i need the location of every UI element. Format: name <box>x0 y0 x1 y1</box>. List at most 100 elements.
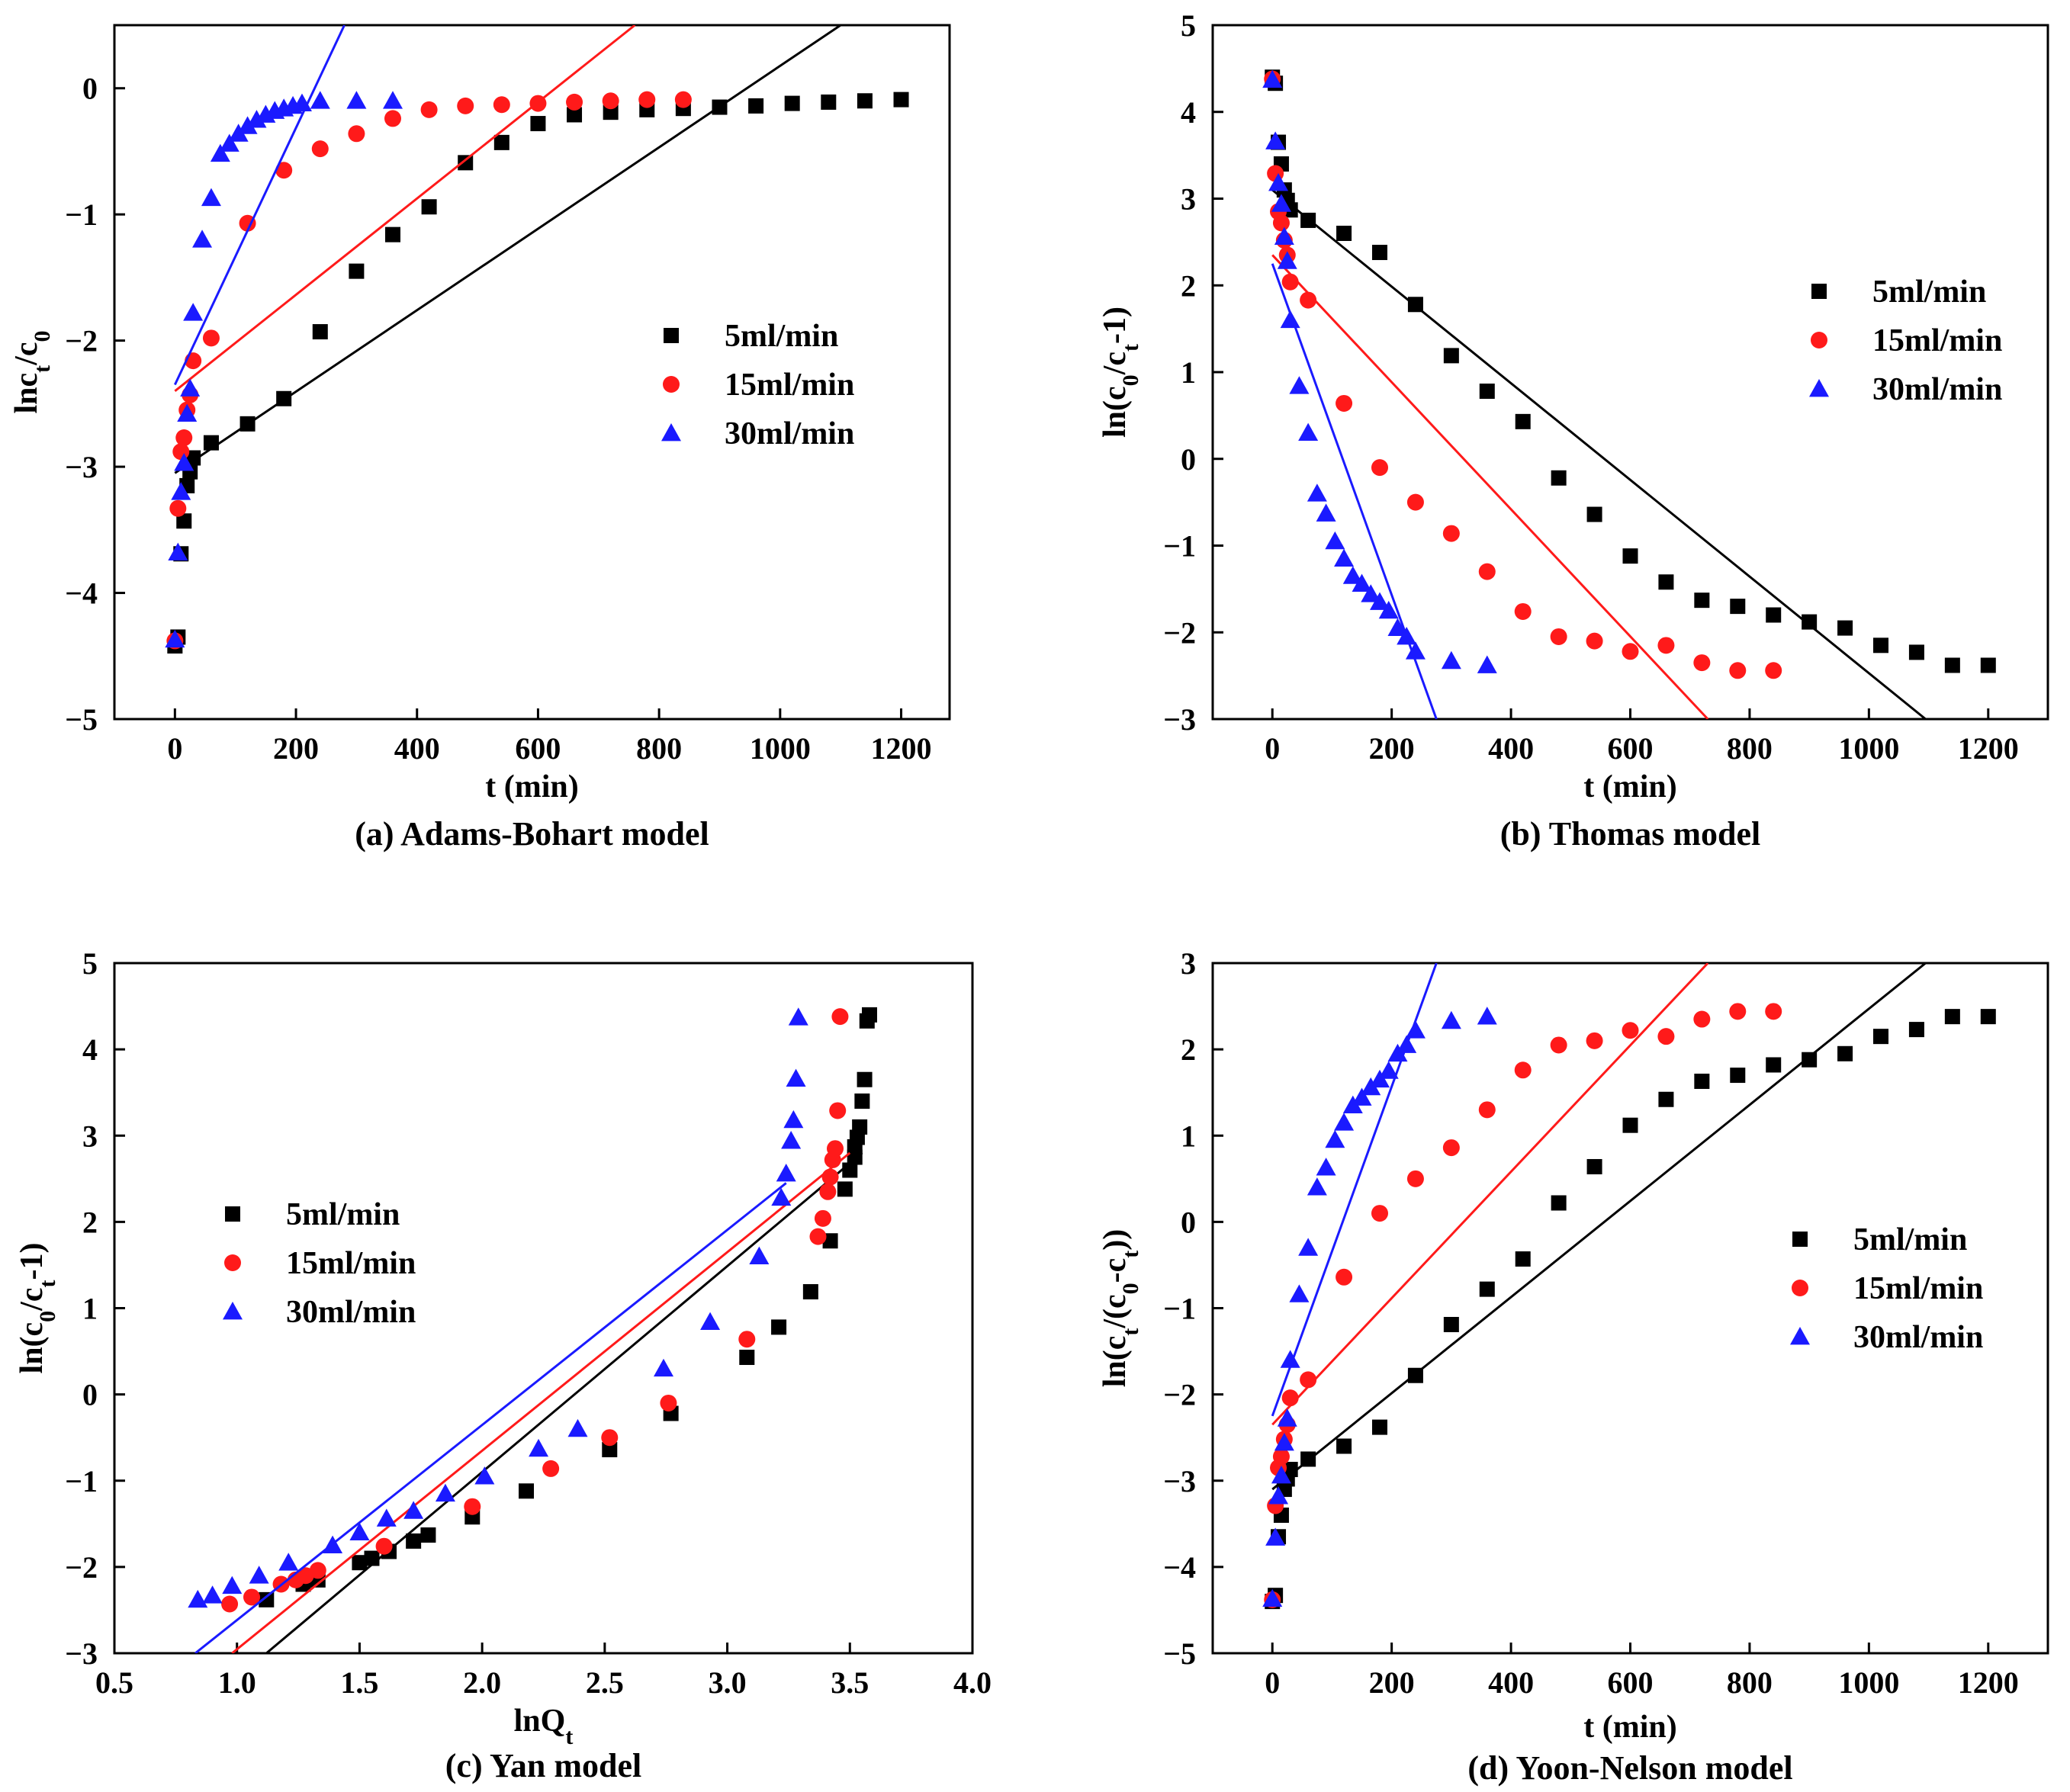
data-point <box>1766 607 1782 623</box>
data-point <box>1307 483 1327 502</box>
data-point <box>1477 655 1497 673</box>
data-point <box>1944 1009 1960 1025</box>
x-axis-title: lnQt <box>514 1704 574 1749</box>
x-tick-label: 3.5 <box>831 1665 869 1700</box>
series-30ml-min <box>165 25 403 648</box>
data-point <box>566 93 583 111</box>
x-tick-label: 0 <box>1265 731 1280 766</box>
data-point <box>403 1501 424 1519</box>
data-point <box>857 93 873 109</box>
y-tick-label: −3 <box>65 450 98 484</box>
data-point <box>421 199 437 215</box>
y-tick-label: −2 <box>65 1550 98 1585</box>
x-axis-title: t (min) <box>485 769 578 804</box>
data-point <box>203 435 219 451</box>
data-point <box>638 91 656 108</box>
data-point <box>529 95 547 112</box>
data-point <box>176 513 192 529</box>
y-tick-label: −1 <box>1163 1292 1196 1326</box>
data-point <box>1730 1068 1746 1084</box>
data-point <box>1371 1205 1388 1222</box>
x-tick-label: 1000 <box>750 731 811 766</box>
data-point <box>237 116 258 134</box>
data-point <box>175 429 193 447</box>
data-point <box>827 1140 844 1158</box>
data-point <box>1300 212 1316 228</box>
y-tick-label: −2 <box>65 324 98 358</box>
data-point <box>1298 1238 1319 1256</box>
data-point <box>771 1319 787 1335</box>
data-point <box>171 482 191 500</box>
y-tick-label: −2 <box>1163 1378 1196 1412</box>
data-point <box>809 1228 827 1245</box>
y-tick-label: 0 <box>82 72 98 106</box>
x-tick-label: 200 <box>1369 731 1415 766</box>
x-tick-label: 800 <box>1727 731 1773 766</box>
legend-marker <box>224 1254 241 1271</box>
y-tick-label: 2 <box>1181 1032 1196 1067</box>
data-point <box>276 390 292 406</box>
data-point <box>1387 618 1408 636</box>
data-point <box>278 1553 299 1571</box>
data-point <box>1407 297 1423 313</box>
data-point <box>174 453 194 471</box>
data-point <box>602 1442 618 1458</box>
data-point <box>243 1588 260 1606</box>
data-point <box>1694 1073 1710 1089</box>
data-point <box>1980 1009 1996 1025</box>
data-point <box>1325 531 1345 550</box>
x-tick-label: 1200 <box>1958 731 2019 766</box>
data-point <box>1944 657 1960 673</box>
fit-line <box>1271 963 1438 1417</box>
y-tick-label: 5 <box>1181 8 1196 43</box>
x-tick-label: 200 <box>1369 1665 1415 1700</box>
legend-marker <box>225 1206 240 1222</box>
data-point <box>169 499 187 517</box>
data-point <box>1336 1438 1352 1454</box>
series-15ml-min <box>1264 963 1782 1608</box>
data-point <box>275 162 293 179</box>
data-point <box>168 542 188 560</box>
data-point <box>1908 644 1924 660</box>
series-5ml-min <box>259 1007 877 1653</box>
data-point <box>346 91 367 109</box>
plot-area <box>1262 963 1996 1610</box>
data-point <box>384 110 401 127</box>
data-point <box>192 230 213 248</box>
data-point <box>1441 1010 1461 1029</box>
data-point <box>819 1183 837 1200</box>
data-point <box>1443 348 1459 364</box>
y-tick-label: 0 <box>1181 442 1196 477</box>
legend-label: 30ml/min <box>286 1295 416 1330</box>
data-point <box>1515 1251 1531 1267</box>
data-point <box>221 1595 239 1613</box>
data-point <box>1980 657 1996 673</box>
x-tick-label: 0 <box>1265 1665 1280 1700</box>
data-point <box>1765 1003 1782 1020</box>
data-point <box>1274 226 1294 245</box>
data-point <box>406 1533 422 1549</box>
data-point <box>529 1438 549 1457</box>
series-5ml-min <box>1265 963 1996 1610</box>
data-point <box>1272 1448 1290 1466</box>
y-tick-label: −5 <box>65 702 98 737</box>
y-tick-label: 5 <box>82 946 98 981</box>
data-point <box>1586 1032 1603 1049</box>
data-point <box>748 98 764 114</box>
data-point <box>1550 628 1567 645</box>
data-point <box>1300 1371 1317 1389</box>
data-point <box>530 116 546 132</box>
legend: 5ml/min 15ml/min 30ml/min <box>661 319 854 451</box>
data-point <box>1378 1061 1399 1079</box>
plot-area <box>165 25 909 654</box>
data-point <box>1406 1170 1424 1187</box>
data-point <box>1478 563 1496 580</box>
data-point <box>567 1418 588 1437</box>
data-point <box>1873 637 1888 654</box>
data-point <box>712 99 728 115</box>
panel-yan: 0.5 1.0 1.5 2.0 2.5 3.0 3.5 4.0 −3 −2 −1 0 1 2 3 4 5 lnQt… <box>14 946 992 1784</box>
data-point <box>822 1233 838 1249</box>
data-point <box>1271 194 1291 212</box>
legend-label: 30ml/min <box>725 416 854 451</box>
data-point <box>1622 643 1639 660</box>
